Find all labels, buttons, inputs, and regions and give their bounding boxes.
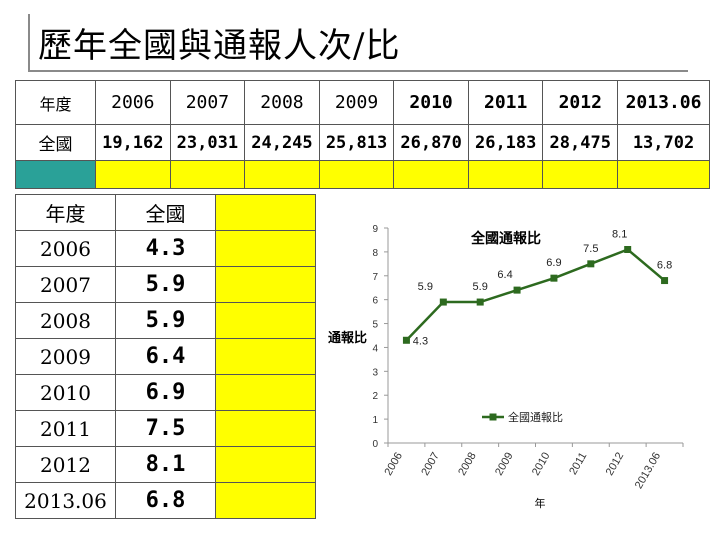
x-tick-label: 2007 bbox=[419, 451, 442, 478]
y-tick-label: 3 bbox=[372, 367, 378, 378]
y-tick-label: 5 bbox=[372, 320, 378, 331]
year-cell: 2006 bbox=[95, 80, 171, 125]
chart-title: 全國通報比 bbox=[470, 230, 541, 247]
ratio-value: 6.9 bbox=[115, 374, 216, 411]
year-cell: 2013.06 bbox=[617, 80, 710, 125]
page-title: 歷年全國與通報人次/比 bbox=[38, 26, 401, 66]
series-line bbox=[405, 248, 666, 342]
data-label: 7.5 bbox=[583, 243, 598, 255]
y-tick-label: 1 bbox=[372, 415, 378, 426]
blank-cell bbox=[215, 230, 316, 267]
data-label: 4.3 bbox=[413, 335, 428, 347]
y-tick-label: 0 bbox=[372, 439, 378, 450]
y-tick-label: 9 bbox=[372, 224, 378, 235]
blank-cell bbox=[467, 160, 544, 189]
ratio-value: 4.3 bbox=[115, 230, 216, 267]
year-cell: 2010 bbox=[393, 80, 469, 125]
data-point bbox=[624, 246, 632, 253]
blank-cell bbox=[215, 266, 316, 303]
legend-label: 全國通報比 bbox=[508, 410, 563, 424]
count-cell: 25,813 bbox=[318, 124, 395, 161]
ratio-table-value-header: 全國 bbox=[115, 194, 216, 231]
count-cell: 24,245 bbox=[244, 124, 320, 161]
blank-cell bbox=[318, 160, 395, 189]
count-cell: 26,183 bbox=[467, 124, 544, 161]
x-tick-label: 2011 bbox=[567, 451, 589, 477]
x-tick-label: 2010 bbox=[530, 451, 553, 478]
ratio-year: 2006 bbox=[15, 230, 116, 267]
title-frame bbox=[28, 14, 688, 72]
blank-cell bbox=[393, 160, 469, 189]
blank-cell bbox=[215, 482, 316, 519]
yearly-count-table: 年度 2006 2007 2008 2009 2010 2011 2012 20… bbox=[15, 80, 710, 189]
ratio-year: 2010 bbox=[15, 374, 116, 411]
count-cell: 23,031 bbox=[169, 124, 246, 161]
data-point bbox=[661, 277, 669, 285]
ratio-year: 2013.06 bbox=[15, 482, 116, 519]
year-row-label: 年度 bbox=[15, 80, 96, 125]
blank-cell bbox=[244, 160, 320, 189]
ratio-value: 5.9 bbox=[115, 266, 216, 303]
x-tick-label: 2006 bbox=[382, 451, 405, 478]
legend-marker-swatch bbox=[489, 413, 497, 421]
count-cell: 28,475 bbox=[542, 124, 619, 161]
ratio-year: 2012 bbox=[15, 446, 116, 483]
year-cell: 2011 bbox=[467, 80, 544, 125]
blank-cell bbox=[215, 338, 316, 375]
blank-cell bbox=[95, 160, 171, 189]
y-tick-label: 7 bbox=[372, 272, 378, 283]
count-cell: 19,162 bbox=[95, 124, 171, 161]
blank-cell bbox=[542, 160, 619, 189]
data-label: 6.9 bbox=[546, 257, 561, 269]
blank-cell bbox=[15, 160, 96, 189]
count-cell: 13,702 bbox=[617, 124, 710, 161]
ratio-table: 年度 全國 2006 4.3 2007 5.9 2008 5.9 2009 6.4 20… bbox=[15, 194, 316, 519]
data-label: 5.9 bbox=[418, 281, 433, 293]
blank-cell bbox=[617, 160, 710, 189]
data-point bbox=[587, 260, 595, 268]
data-point bbox=[476, 298, 484, 306]
ratio-value: 7.5 bbox=[115, 410, 216, 447]
ratio-value: 5.9 bbox=[115, 302, 216, 339]
ratio-year: 2007 bbox=[15, 266, 116, 303]
y-tick-label: 2 bbox=[372, 391, 378, 402]
data-label: 6.8 bbox=[657, 260, 672, 272]
y-tick-label: 6 bbox=[372, 296, 378, 307]
x-tick-label: 2008 bbox=[456, 451, 479, 478]
national-row-label: 全國 bbox=[15, 124, 96, 161]
ratio-year: 2009 bbox=[15, 338, 116, 375]
data-label: 5.9 bbox=[473, 281, 488, 293]
ratio-value: 8.1 bbox=[115, 446, 216, 483]
data-point bbox=[402, 336, 410, 344]
blank-cell bbox=[215, 410, 316, 447]
ratio-value: 6.8 bbox=[115, 482, 216, 519]
x-tick-label: 2013.06 bbox=[633, 451, 663, 491]
count-cell: 26,870 bbox=[393, 124, 469, 161]
blank-cell bbox=[215, 374, 316, 411]
x-tick-label: 2012 bbox=[604, 451, 627, 478]
y-axis-title: 通報比 bbox=[328, 330, 367, 346]
ratio-year: 2011 bbox=[15, 410, 116, 447]
ratio-line-chart: 0 1 2 3 4 5 6 7 8 9 2006 2007 2008 2009 2010 2011 2012 20… bbox=[328, 224, 684, 510]
data-point bbox=[513, 286, 521, 294]
x-axis-title: 年 bbox=[535, 496, 546, 510]
blank-cell bbox=[215, 446, 316, 483]
x-tick-label: 2009 bbox=[493, 451, 516, 478]
data-point bbox=[550, 274, 558, 282]
data-label: 8.1 bbox=[612, 229, 627, 241]
blank-cell bbox=[215, 302, 316, 339]
ratio-table-year-header: 年度 bbox=[15, 194, 116, 231]
year-cell: 2007 bbox=[169, 80, 246, 125]
data-point bbox=[439, 298, 447, 306]
y-tick-label: 8 bbox=[372, 248, 378, 259]
ratio-value: 6.4 bbox=[115, 338, 216, 375]
year-cell: 2012 bbox=[542, 80, 619, 125]
year-cell: 2008 bbox=[244, 80, 320, 125]
blank-cell bbox=[169, 160, 246, 189]
ratio-year: 2008 bbox=[15, 302, 116, 339]
data-label: 6.4 bbox=[497, 269, 512, 281]
blank-cell bbox=[215, 194, 316, 231]
y-tick-label: 4 bbox=[372, 343, 378, 354]
year-cell: 2009 bbox=[318, 80, 395, 125]
